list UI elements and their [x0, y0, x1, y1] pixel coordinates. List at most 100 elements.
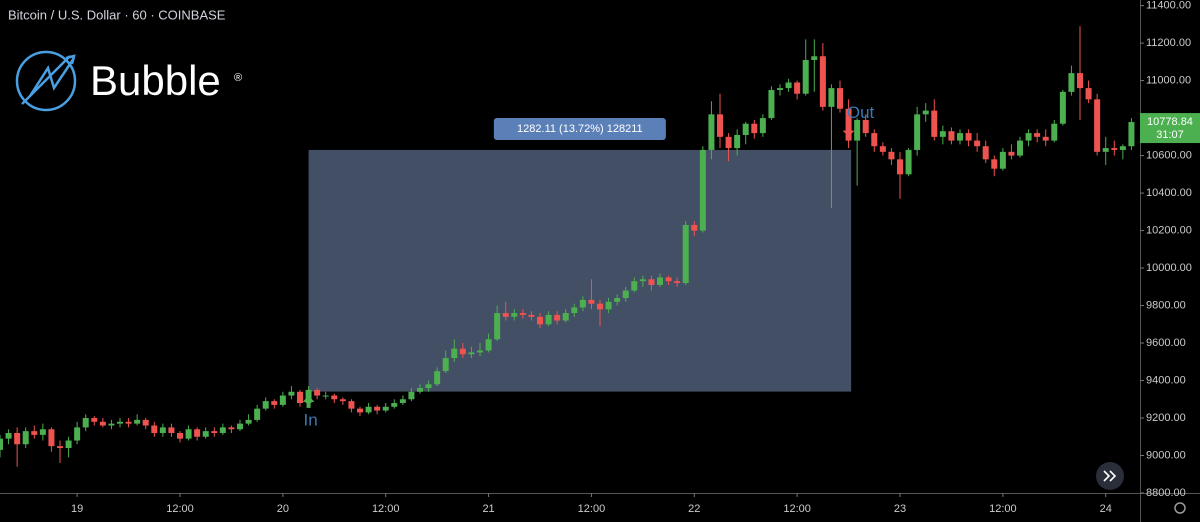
entry-label: In	[303, 410, 317, 429]
candle-body	[168, 427, 175, 434]
candle-body	[819, 56, 826, 107]
candle-body	[1068, 73, 1075, 92]
logo-icon	[15, 50, 77, 112]
candle-body	[674, 281, 681, 284]
x-tick-label: 21	[482, 503, 494, 515]
candle-body	[1094, 99, 1101, 152]
candle-body	[494, 313, 501, 340]
candle-body	[48, 429, 55, 447]
candle-body	[537, 316, 543, 325]
candle-body	[485, 339, 492, 351]
chart-title: Bitcoin / U.S. Dollar · 60 · COINBASE	[8, 7, 226, 22]
settings-button[interactable]	[1174, 502, 1186, 514]
y-tick-label: 9600.00	[1146, 337, 1186, 349]
candle-body	[605, 301, 612, 310]
countdown-label: 31:07	[1156, 129, 1184, 141]
scroll-icon	[1103, 470, 1117, 482]
candle-body	[631, 281, 638, 291]
candle-body	[14, 433, 21, 445]
candle-body	[717, 114, 723, 137]
candle-body	[648, 279, 655, 285]
plot-area: 1282.11 (13.72%) 128211 In Out	[0, 26, 1135, 467]
entry-arrow	[302, 395, 315, 408]
candle-body	[219, 427, 226, 434]
candle-body	[562, 313, 569, 321]
candle-body	[391, 403, 398, 407]
measure-label: 1282.11 (13.72%) 128211	[517, 123, 643, 135]
candle-body	[451, 348, 458, 359]
candle-body	[699, 149, 706, 231]
x-tick-label: 12:00	[989, 503, 1017, 515]
candle-body	[511, 313, 518, 317]
candle-body	[314, 389, 321, 396]
candle-body	[888, 151, 895, 160]
exit-label: Out	[847, 103, 875, 122]
candle-body	[297, 391, 303, 404]
candle-body	[82, 418, 89, 428]
y-tick-label: 11400.00	[1146, 0, 1191, 12]
candle-body	[725, 136, 732, 149]
y-tick-label: 9200.00	[1146, 412, 1186, 424]
candle-body	[399, 399, 406, 404]
candle-body	[597, 303, 603, 310]
candle-body	[571, 307, 578, 314]
scroll-button[interactable]	[1096, 462, 1124, 490]
logo: Bubble ®	[15, 50, 242, 112]
candle-body	[742, 123, 749, 135]
measure-label-bg	[493, 117, 666, 140]
candle-body	[1102, 148, 1109, 152]
candle-body	[185, 429, 192, 439]
candle-body	[768, 89, 775, 119]
candle-body	[957, 133, 963, 141]
candle-body	[1059, 91, 1066, 124]
candle-body	[365, 406, 372, 413]
candle-body	[614, 298, 621, 302]
last-price-bg	[1140, 113, 1200, 144]
y-tick-label: 9400.00	[1146, 374, 1186, 386]
candle-body	[1017, 140, 1023, 156]
candle-body	[862, 119, 869, 134]
candle-body	[1085, 88, 1092, 100]
candle-body	[322, 395, 329, 397]
candle-body	[965, 133, 972, 141]
candle-body	[288, 391, 295, 396]
candle-body	[519, 313, 526, 315]
candle-body	[1051, 123, 1058, 141]
candle-body	[528, 314, 535, 317]
x-tick-label: 12:00	[783, 503, 811, 515]
last-price-label: 10778.84	[1147, 116, 1193, 128]
candle-body	[459, 348, 466, 355]
candle-body	[468, 352, 475, 355]
candle-body	[871, 133, 878, 147]
candle-body	[57, 446, 63, 449]
candle-body	[554, 314, 561, 321]
candle-body	[999, 151, 1006, 169]
candle-body	[39, 429, 46, 435]
candle-body	[348, 401, 355, 409]
candle-body	[1111, 148, 1118, 150]
x-tick-label: 12:00	[578, 503, 606, 515]
settings-icon[interactable]	[1174, 502, 1186, 514]
candle-body	[5, 433, 12, 439]
candle-body	[828, 88, 835, 107]
candle-body	[1119, 146, 1126, 150]
candle-body	[425, 384, 432, 389]
x-tick-label: 19	[71, 503, 83, 515]
candle-body	[202, 431, 209, 437]
candle-body	[914, 114, 921, 150]
candle-body	[194, 429, 201, 437]
candle-body	[417, 388, 423, 392]
candle-body	[588, 299, 595, 304]
candle-body	[237, 423, 243, 430]
candle-body	[22, 431, 29, 445]
candle-body	[879, 146, 886, 152]
x-tick-label: 22	[688, 503, 700, 515]
y-tick-label: 10600.00	[1146, 149, 1192, 161]
y-tick-label: 11200.00	[1146, 37, 1191, 49]
candle-body	[948, 131, 955, 141]
y-tick-label: 9000.00	[1146, 449, 1186, 461]
candle-body	[99, 421, 106, 426]
candle-body	[177, 433, 183, 439]
